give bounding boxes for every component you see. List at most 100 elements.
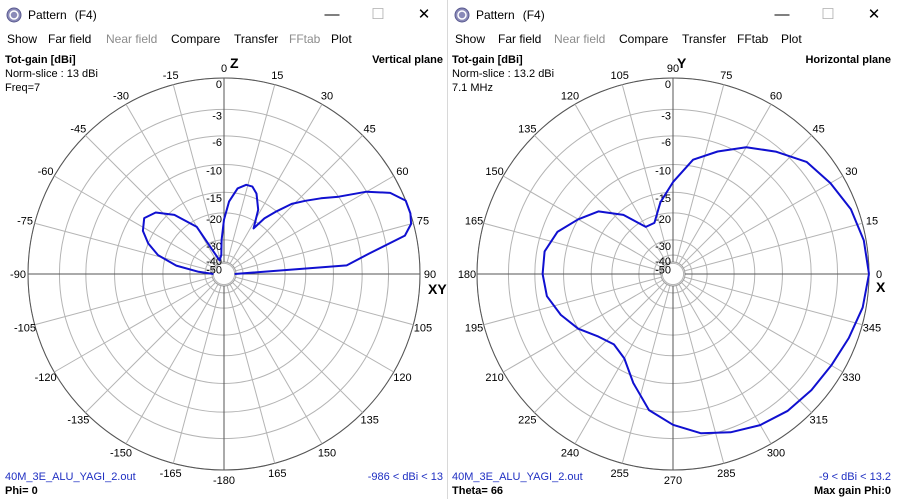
grid-spoke xyxy=(534,135,665,266)
angle-label: 105 xyxy=(611,70,629,82)
menu-near-field[interactable]: Near field xyxy=(106,32,158,46)
ring-label: -30 xyxy=(206,241,222,253)
menu-plot[interactable]: Plot xyxy=(331,32,352,46)
close-button[interactable]: ✕ xyxy=(867,6,881,23)
grid-spoke xyxy=(85,282,216,413)
menu-compare[interactable]: Compare xyxy=(619,32,669,46)
minimize-button[interactable]: — xyxy=(324,6,340,23)
app-icon xyxy=(6,7,22,23)
norm-slice: Norm-slice : 13 dBi xyxy=(5,68,98,80)
grid-spoke xyxy=(503,175,663,269)
menu-bar: Show Far field Near field Compare Transf… xyxy=(448,30,897,50)
ring-label: 0 xyxy=(665,79,671,91)
frequency-label: Freq=7 xyxy=(5,82,41,94)
gain-title: Tot-gain [dBi] xyxy=(452,54,523,66)
angle-label: 45 xyxy=(813,123,825,135)
grid-spoke xyxy=(681,282,812,413)
ring-label: -40 xyxy=(655,256,671,268)
menu-near-field[interactable]: Near field xyxy=(554,32,606,46)
grid-spoke xyxy=(54,175,214,269)
maximize-button[interactable]: ☐ xyxy=(371,6,385,23)
title-bar[interactable]: Pattern (F4) — ☐ ✕ xyxy=(0,0,447,30)
app-icon xyxy=(454,7,470,23)
grid-spoke xyxy=(235,222,414,272)
axis-label-top: Y xyxy=(677,55,687,71)
title-bar[interactable]: Pattern (F4) — ☐ ✕ xyxy=(448,0,897,30)
angle-label: -75 xyxy=(17,216,33,228)
menu-compare[interactable]: Compare xyxy=(171,32,221,46)
window-title: Pattern (F4) xyxy=(28,8,97,22)
grid-spoke xyxy=(34,276,213,326)
grid-spoke xyxy=(683,279,843,373)
angle-label: 345 xyxy=(863,322,881,334)
grid-spoke xyxy=(85,135,216,266)
ring-label: 0 xyxy=(216,79,222,91)
grid-spoke xyxy=(621,84,671,263)
angle-label: 15 xyxy=(271,70,283,82)
grid-spoke xyxy=(681,135,812,266)
grid-spoke xyxy=(125,284,219,444)
angle-label: -135 xyxy=(67,415,89,427)
angle-label: -165 xyxy=(160,468,182,480)
angle-label: 30 xyxy=(845,166,857,178)
angle-label: 210 xyxy=(485,372,503,384)
minimize-button[interactable]: — xyxy=(774,6,790,23)
angle-label: 120 xyxy=(561,91,579,103)
grid-spoke xyxy=(235,276,414,326)
pattern-window-horizontal: Pattern (F4) — ☐ ✕ Show Far field Near fi… xyxy=(447,0,897,499)
file-name: 40M_3E_ALU_YAGI_2.out xyxy=(5,471,136,483)
angle-label: 45 xyxy=(364,123,376,135)
ring-label: -3 xyxy=(212,110,222,122)
grid-spoke xyxy=(675,84,725,263)
grid-spoke xyxy=(483,276,662,326)
ring-label: -20 xyxy=(655,214,671,226)
menu-show[interactable]: Show xyxy=(455,32,486,46)
angle-label: 60 xyxy=(770,91,782,103)
menu-fftab[interactable]: FFtab xyxy=(289,32,321,46)
angle-label: 135 xyxy=(518,123,536,135)
axis-label-right: X xyxy=(876,279,886,295)
menu-far-field[interactable]: Far field xyxy=(48,32,92,46)
theta-label: Theta= 66 xyxy=(452,485,504,497)
grid-spoke xyxy=(234,279,394,373)
grid-spoke xyxy=(534,282,665,413)
grid-spoke xyxy=(226,84,276,263)
ring-label: -20 xyxy=(206,214,222,226)
grid-spoke xyxy=(229,284,323,444)
menu-show[interactable]: Show xyxy=(7,32,38,46)
menu-plot[interactable]: Plot xyxy=(781,32,802,46)
ring-label: -50 xyxy=(206,264,222,276)
gain-range: -9 < dBi < 13.2 xyxy=(818,471,891,483)
plane-label: Horizontal plane xyxy=(805,54,891,66)
close-button[interactable]: ✕ xyxy=(417,6,431,23)
angle-label: -15 xyxy=(163,70,179,82)
grid-spoke xyxy=(684,276,863,326)
menu-bar: Show Far field Near field Compare Transf… xyxy=(0,30,447,50)
angle-label: 195 xyxy=(465,322,483,334)
angle-label: 105 xyxy=(414,322,432,334)
maximize-button[interactable]: ☐ xyxy=(821,6,835,23)
grid-spoke xyxy=(172,285,222,464)
norm-slice: Norm-slice : 13.2 dBi xyxy=(452,68,555,80)
menu-transfer[interactable]: Transfer xyxy=(234,32,279,46)
angle-label: 150 xyxy=(318,447,336,459)
angle-label: 0 xyxy=(876,269,882,281)
angle-label: 165 xyxy=(268,468,286,480)
ring-label: -6 xyxy=(212,137,222,149)
gain-title: Tot-gain [dBi] xyxy=(5,54,76,66)
ring-label: -50 xyxy=(655,264,671,276)
menu-fftab[interactable]: FFtab xyxy=(737,32,769,46)
grid-spoke xyxy=(684,222,863,272)
angle-label: 165 xyxy=(465,216,483,228)
angle-label: 270 xyxy=(664,475,682,487)
grid-spoke xyxy=(678,284,772,444)
ring-label: -6 xyxy=(661,137,671,149)
grid-spoke xyxy=(54,279,214,373)
frequency-label: 7.1 MHz xyxy=(452,82,493,94)
menu-far-field[interactable]: Far field xyxy=(498,32,542,46)
menu-transfer[interactable]: Transfer xyxy=(682,32,727,46)
angle-label: 225 xyxy=(518,415,536,427)
grid-spoke xyxy=(34,222,213,272)
grid-ring xyxy=(661,262,685,286)
angle-label: 90 xyxy=(667,63,679,75)
